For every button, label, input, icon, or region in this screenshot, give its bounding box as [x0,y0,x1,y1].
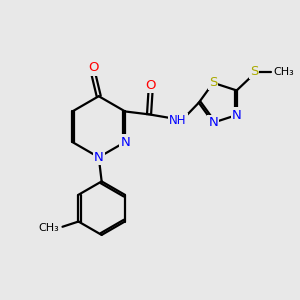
Text: O: O [88,61,99,74]
Text: S: S [209,76,218,89]
Text: N: N [232,109,242,122]
Text: NH: NH [169,114,187,127]
Text: O: O [145,79,156,92]
Text: CH₃: CH₃ [273,67,294,77]
Text: N: N [208,116,218,129]
Text: S: S [250,65,258,78]
Text: N: N [94,151,104,164]
Text: CH₃: CH₃ [39,223,60,233]
Text: N: N [120,136,130,148]
